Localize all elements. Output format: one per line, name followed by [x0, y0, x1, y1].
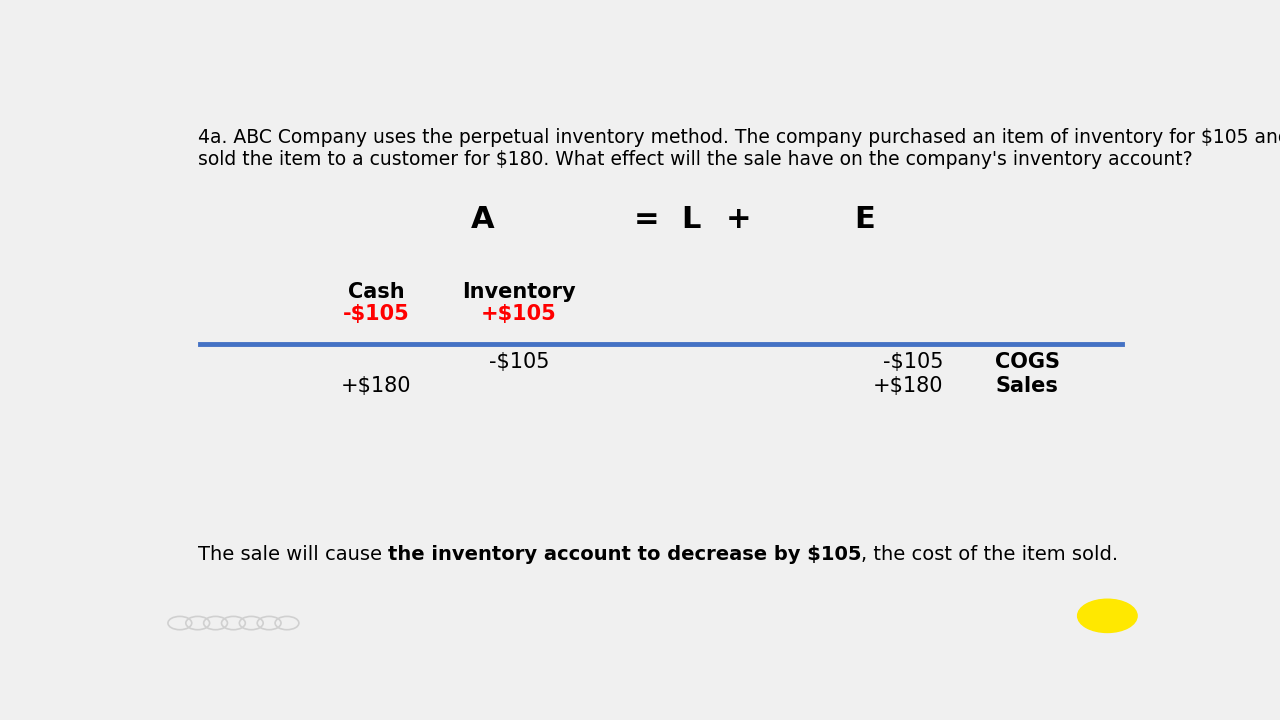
Text: The sale will cause: The sale will cause: [197, 545, 388, 564]
Text: +$105: +$105: [481, 304, 557, 324]
Text: E: E: [854, 205, 874, 234]
Text: COGS: COGS: [996, 353, 1060, 372]
Text: -$105: -$105: [489, 353, 549, 372]
Text: Cash: Cash: [348, 282, 404, 302]
Text: +: +: [726, 205, 751, 234]
Text: the inventory account to decrease by $105: the inventory account to decrease by $10…: [388, 545, 861, 564]
Text: Sales: Sales: [996, 376, 1059, 396]
Text: -$105: -$105: [883, 353, 943, 372]
Text: =: =: [634, 205, 659, 234]
Text: +$180: +$180: [340, 376, 411, 396]
Text: 4a. ABC Company uses the perpetual inventory method. The company purchased an it: 4a. ABC Company uses the perpetual inven…: [197, 128, 1280, 147]
Circle shape: [1078, 599, 1137, 632]
Text: , the cost of the item sold.: , the cost of the item sold.: [861, 545, 1119, 564]
Text: A: A: [471, 205, 494, 234]
Text: sold the item to a customer for $180. What effect will the sale have on the comp: sold the item to a customer for $180. Wh…: [197, 150, 1193, 169]
Text: -$105: -$105: [343, 304, 410, 324]
Text: +$180: +$180: [873, 376, 943, 396]
Text: Inventory: Inventory: [462, 282, 576, 302]
Text: L: L: [681, 205, 700, 234]
